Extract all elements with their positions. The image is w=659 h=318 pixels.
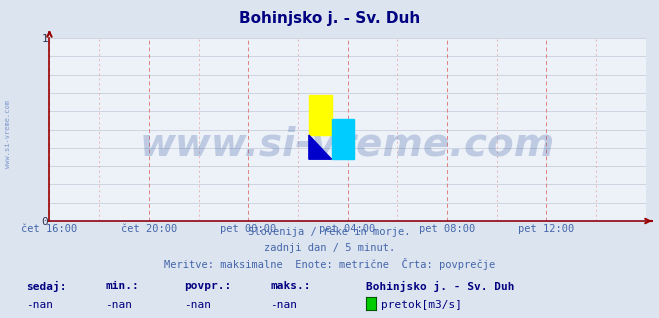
Text: -nan: -nan: [105, 300, 132, 309]
Text: sedaj:: sedaj:: [26, 281, 67, 293]
Text: maks.:: maks.:: [270, 281, 310, 291]
Text: Bohinjsko j. - Sv. Duh: Bohinjsko j. - Sv. Duh: [239, 11, 420, 26]
Text: www.si-vreme.com: www.si-vreme.com: [140, 125, 556, 163]
Text: pretok[m3/s]: pretok[m3/s]: [381, 300, 462, 309]
Text: Bohinjsko j. - Sv. Duh: Bohinjsko j. - Sv. Duh: [366, 281, 514, 293]
Text: zadnji dan / 5 minut.: zadnji dan / 5 minut.: [264, 243, 395, 252]
Text: -nan: -nan: [270, 300, 297, 309]
Text: Meritve: maksimalne  Enote: metrične  Črta: povprečje: Meritve: maksimalne Enote: metrične Črta…: [164, 258, 495, 270]
Polygon shape: [309, 135, 331, 159]
Text: Slovenija / reke in morje.: Slovenija / reke in morje.: [248, 227, 411, 237]
Text: www.si-vreme.com: www.si-vreme.com: [5, 100, 11, 168]
Text: -nan: -nan: [185, 300, 212, 309]
Text: -nan: -nan: [26, 300, 53, 309]
Bar: [331, 119, 354, 159]
Text: povpr.:: povpr.:: [185, 281, 232, 291]
Bar: [309, 95, 331, 135]
Text: min.:: min.:: [105, 281, 139, 291]
